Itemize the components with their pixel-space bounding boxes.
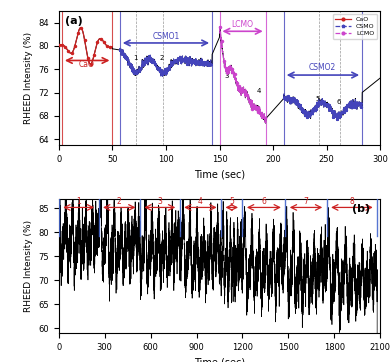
Text: 6: 6 bbox=[261, 197, 266, 206]
Text: (b): (b) bbox=[352, 204, 370, 214]
Text: CaO: CaO bbox=[79, 60, 94, 70]
Legend: CaO, CSMO, LCMO: CaO, CSMO, LCMO bbox=[333, 14, 377, 39]
Text: CSMO2: CSMO2 bbox=[309, 63, 336, 72]
Text: (a): (a) bbox=[65, 16, 83, 26]
X-axis label: Time (sec): Time (sec) bbox=[194, 357, 245, 362]
Y-axis label: RHEED Intensity (%): RHEED Intensity (%) bbox=[24, 220, 33, 312]
Text: 1: 1 bbox=[76, 197, 81, 206]
Text: 5: 5 bbox=[316, 96, 320, 102]
Text: 7: 7 bbox=[303, 197, 309, 206]
Text: 2: 2 bbox=[117, 197, 122, 206]
Text: 6: 6 bbox=[336, 99, 341, 105]
Text: LCMO: LCMO bbox=[231, 20, 253, 29]
Text: 1: 1 bbox=[133, 55, 137, 62]
Text: 3: 3 bbox=[225, 73, 229, 79]
Text: 2: 2 bbox=[160, 55, 164, 62]
Text: CSMO1: CSMO1 bbox=[152, 32, 180, 41]
Y-axis label: RHEED Intensity (%): RHEED Intensity (%) bbox=[24, 32, 33, 124]
Text: 5: 5 bbox=[229, 197, 234, 206]
Text: 4: 4 bbox=[198, 197, 203, 206]
X-axis label: Time (sec): Time (sec) bbox=[194, 169, 245, 180]
Text: 8: 8 bbox=[350, 197, 354, 206]
Text: 4: 4 bbox=[257, 88, 261, 93]
Text: 3: 3 bbox=[157, 197, 162, 206]
